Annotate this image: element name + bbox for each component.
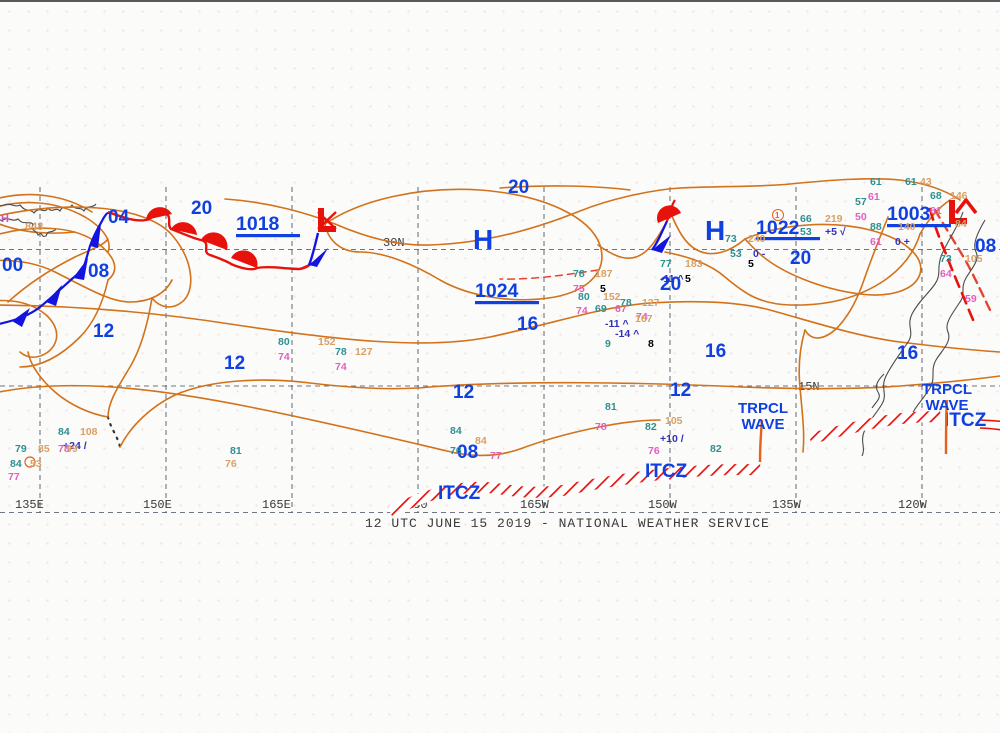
svg-text:5: 5 <box>685 273 691 285</box>
svg-text:77: 77 <box>490 450 502 462</box>
svg-text:+5 √: +5 √ <box>825 226 846 238</box>
svg-text:53: 53 <box>730 248 742 260</box>
svg-text:73: 73 <box>940 253 952 265</box>
svg-text:68: 68 <box>930 190 942 202</box>
svg-text:81: 81 <box>230 445 242 457</box>
svg-text:82: 82 <box>710 443 722 455</box>
svg-text:183: 183 <box>685 258 703 270</box>
svg-text:167: 167 <box>635 313 653 325</box>
svg-text:69: 69 <box>595 303 607 315</box>
svg-text:61: 61 <box>870 176 882 188</box>
svg-text:78: 78 <box>573 268 585 280</box>
svg-text:-11 ^: -11 ^ <box>660 273 684 285</box>
svg-text:85: 85 <box>38 443 50 455</box>
svg-text:127: 127 <box>355 346 373 358</box>
svg-text:78: 78 <box>595 421 607 433</box>
svg-text:108: 108 <box>80 426 98 438</box>
svg-text:75: 75 <box>573 283 585 295</box>
svg-text:84: 84 <box>475 435 487 447</box>
svg-text:78: 78 <box>335 346 347 358</box>
svg-text:81: 81 <box>605 401 617 413</box>
svg-text:61: 61 <box>930 205 942 217</box>
svg-text:146: 146 <box>950 190 968 202</box>
svg-text:0 +: 0 + <box>895 236 910 248</box>
svg-text:H: H <box>1 213 9 225</box>
svg-text:848: 848 <box>25 221 43 233</box>
svg-text:ITCZ: ITCZ <box>645 461 688 482</box>
svg-text:219: 219 <box>825 213 843 225</box>
svg-text:84: 84 <box>10 458 22 470</box>
svg-text:76: 76 <box>450 445 462 457</box>
svg-text:1: 1 <box>775 211 780 220</box>
svg-text:74: 74 <box>278 351 290 363</box>
svg-text:ITCZ: ITCZ <box>438 483 481 504</box>
svg-text:61: 61 <box>905 176 917 188</box>
svg-text:240: 240 <box>748 233 766 245</box>
svg-text:TRPCL: TRPCL <box>922 381 972 398</box>
svg-text:43: 43 <box>920 176 932 188</box>
svg-text:53: 53 <box>30 458 42 470</box>
svg-text:WAVE: WAVE <box>741 416 784 433</box>
svg-text:TRPCL: TRPCL <box>738 400 788 417</box>
svg-text:76: 76 <box>648 445 660 457</box>
svg-text:76: 76 <box>225 458 237 470</box>
svg-text:59: 59 <box>965 293 977 305</box>
svg-text:8: 8 <box>648 338 654 350</box>
svg-text:79: 79 <box>15 443 27 455</box>
svg-text:74: 74 <box>335 361 347 373</box>
svg-text:77: 77 <box>8 471 20 483</box>
svg-text:127: 127 <box>642 297 660 309</box>
svg-text:187: 187 <box>595 268 613 280</box>
svg-text:57: 57 <box>855 196 867 208</box>
svg-text:84: 84 <box>58 426 70 438</box>
svg-text:+10 /: +10 / <box>660 433 684 445</box>
svg-text:152: 152 <box>318 336 336 348</box>
svg-text:61: 61 <box>870 236 882 248</box>
svg-text:5: 5 <box>748 258 754 270</box>
svg-text:82: 82 <box>645 421 657 433</box>
svg-text:64: 64 <box>940 268 952 280</box>
svg-text:61: 61 <box>868 191 880 203</box>
svg-text:66: 66 <box>800 213 812 225</box>
svg-text:84: 84 <box>955 218 967 230</box>
svg-text:WAVE: WAVE <box>925 397 968 414</box>
svg-text:5: 5 <box>600 283 606 295</box>
svg-text:140: 140 <box>898 221 916 233</box>
svg-text:88: 88 <box>870 221 882 233</box>
svg-text:0 -: 0 - <box>753 248 766 260</box>
svg-text:73: 73 <box>725 233 737 245</box>
svg-text:74: 74 <box>576 305 588 317</box>
svg-text:105: 105 <box>665 415 683 427</box>
svg-text:-14 ^: -14 ^ <box>615 328 639 340</box>
svg-text:84: 84 <box>450 425 462 437</box>
svg-text:80: 80 <box>278 336 290 348</box>
svg-text:77: 77 <box>660 258 672 270</box>
svg-text:50: 50 <box>855 211 867 223</box>
svg-text:67: 67 <box>615 303 627 315</box>
svg-text:53: 53 <box>800 226 812 238</box>
svg-text:99: 99 <box>66 443 78 455</box>
svg-text:105: 105 <box>965 253 983 265</box>
svg-text:9: 9 <box>605 338 611 350</box>
